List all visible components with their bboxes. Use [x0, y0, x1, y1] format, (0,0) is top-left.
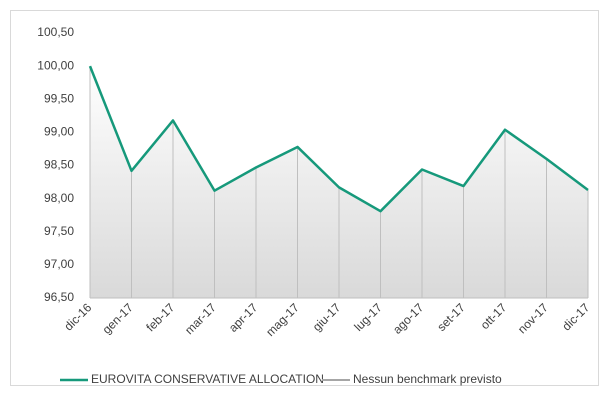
y-tick-label: 97,50: [44, 224, 74, 238]
series-line: [88, 65, 589, 213]
legend-label: Nessun benchmark previsto: [353, 372, 502, 386]
y-tick-label: 100,50: [37, 25, 74, 39]
y-tick-label: 96,50: [44, 290, 74, 304]
y-tick-label: 100,00: [37, 58, 74, 72]
y-tick-label: 97,00: [44, 257, 74, 271]
y-tick-label: 99,00: [44, 125, 74, 139]
y-tick-label: 98,00: [44, 191, 74, 205]
legend-label: EUROVITA CONSERVATIVE ALLOCATION: [91, 372, 324, 386]
y-tick-label: 98,50: [44, 158, 74, 172]
y-tick-label: 99,50: [44, 91, 74, 105]
